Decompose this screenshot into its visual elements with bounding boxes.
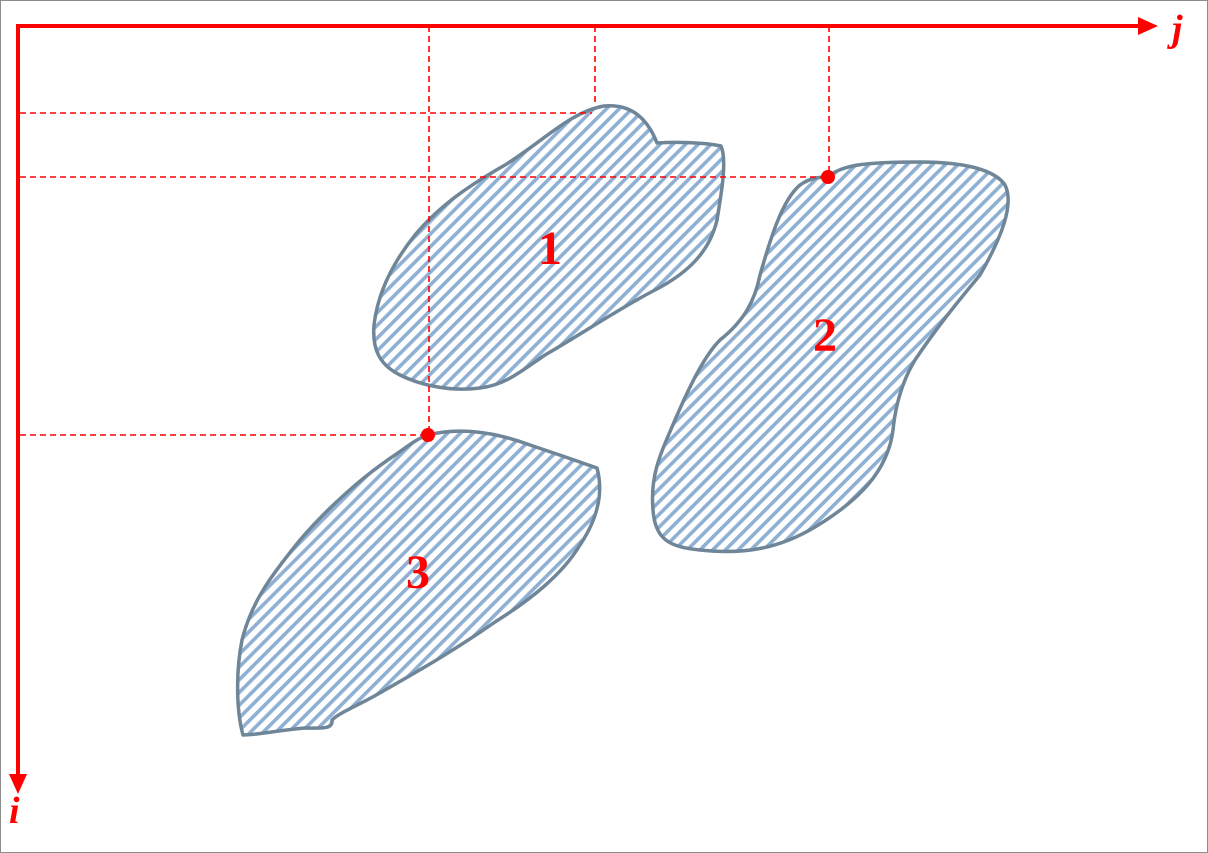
region-1-label: 1 (538, 222, 562, 275)
region-3-start-marker (421, 428, 435, 442)
region-2-shape (650, 160, 1010, 554)
region-1-shape (371, 103, 726, 391)
region-2-label: 2 (813, 309, 837, 362)
horizontal-axis-arrowhead (1138, 17, 1158, 35)
horizontal-axis-label: j (1167, 8, 1183, 50)
region-3-label: 3 (406, 546, 430, 599)
vertical-axis-arrowhead (9, 774, 27, 794)
region-2-start-marker (821, 170, 835, 184)
vertical-axis-label: i (9, 790, 20, 832)
region-3-shape (235, 429, 602, 737)
